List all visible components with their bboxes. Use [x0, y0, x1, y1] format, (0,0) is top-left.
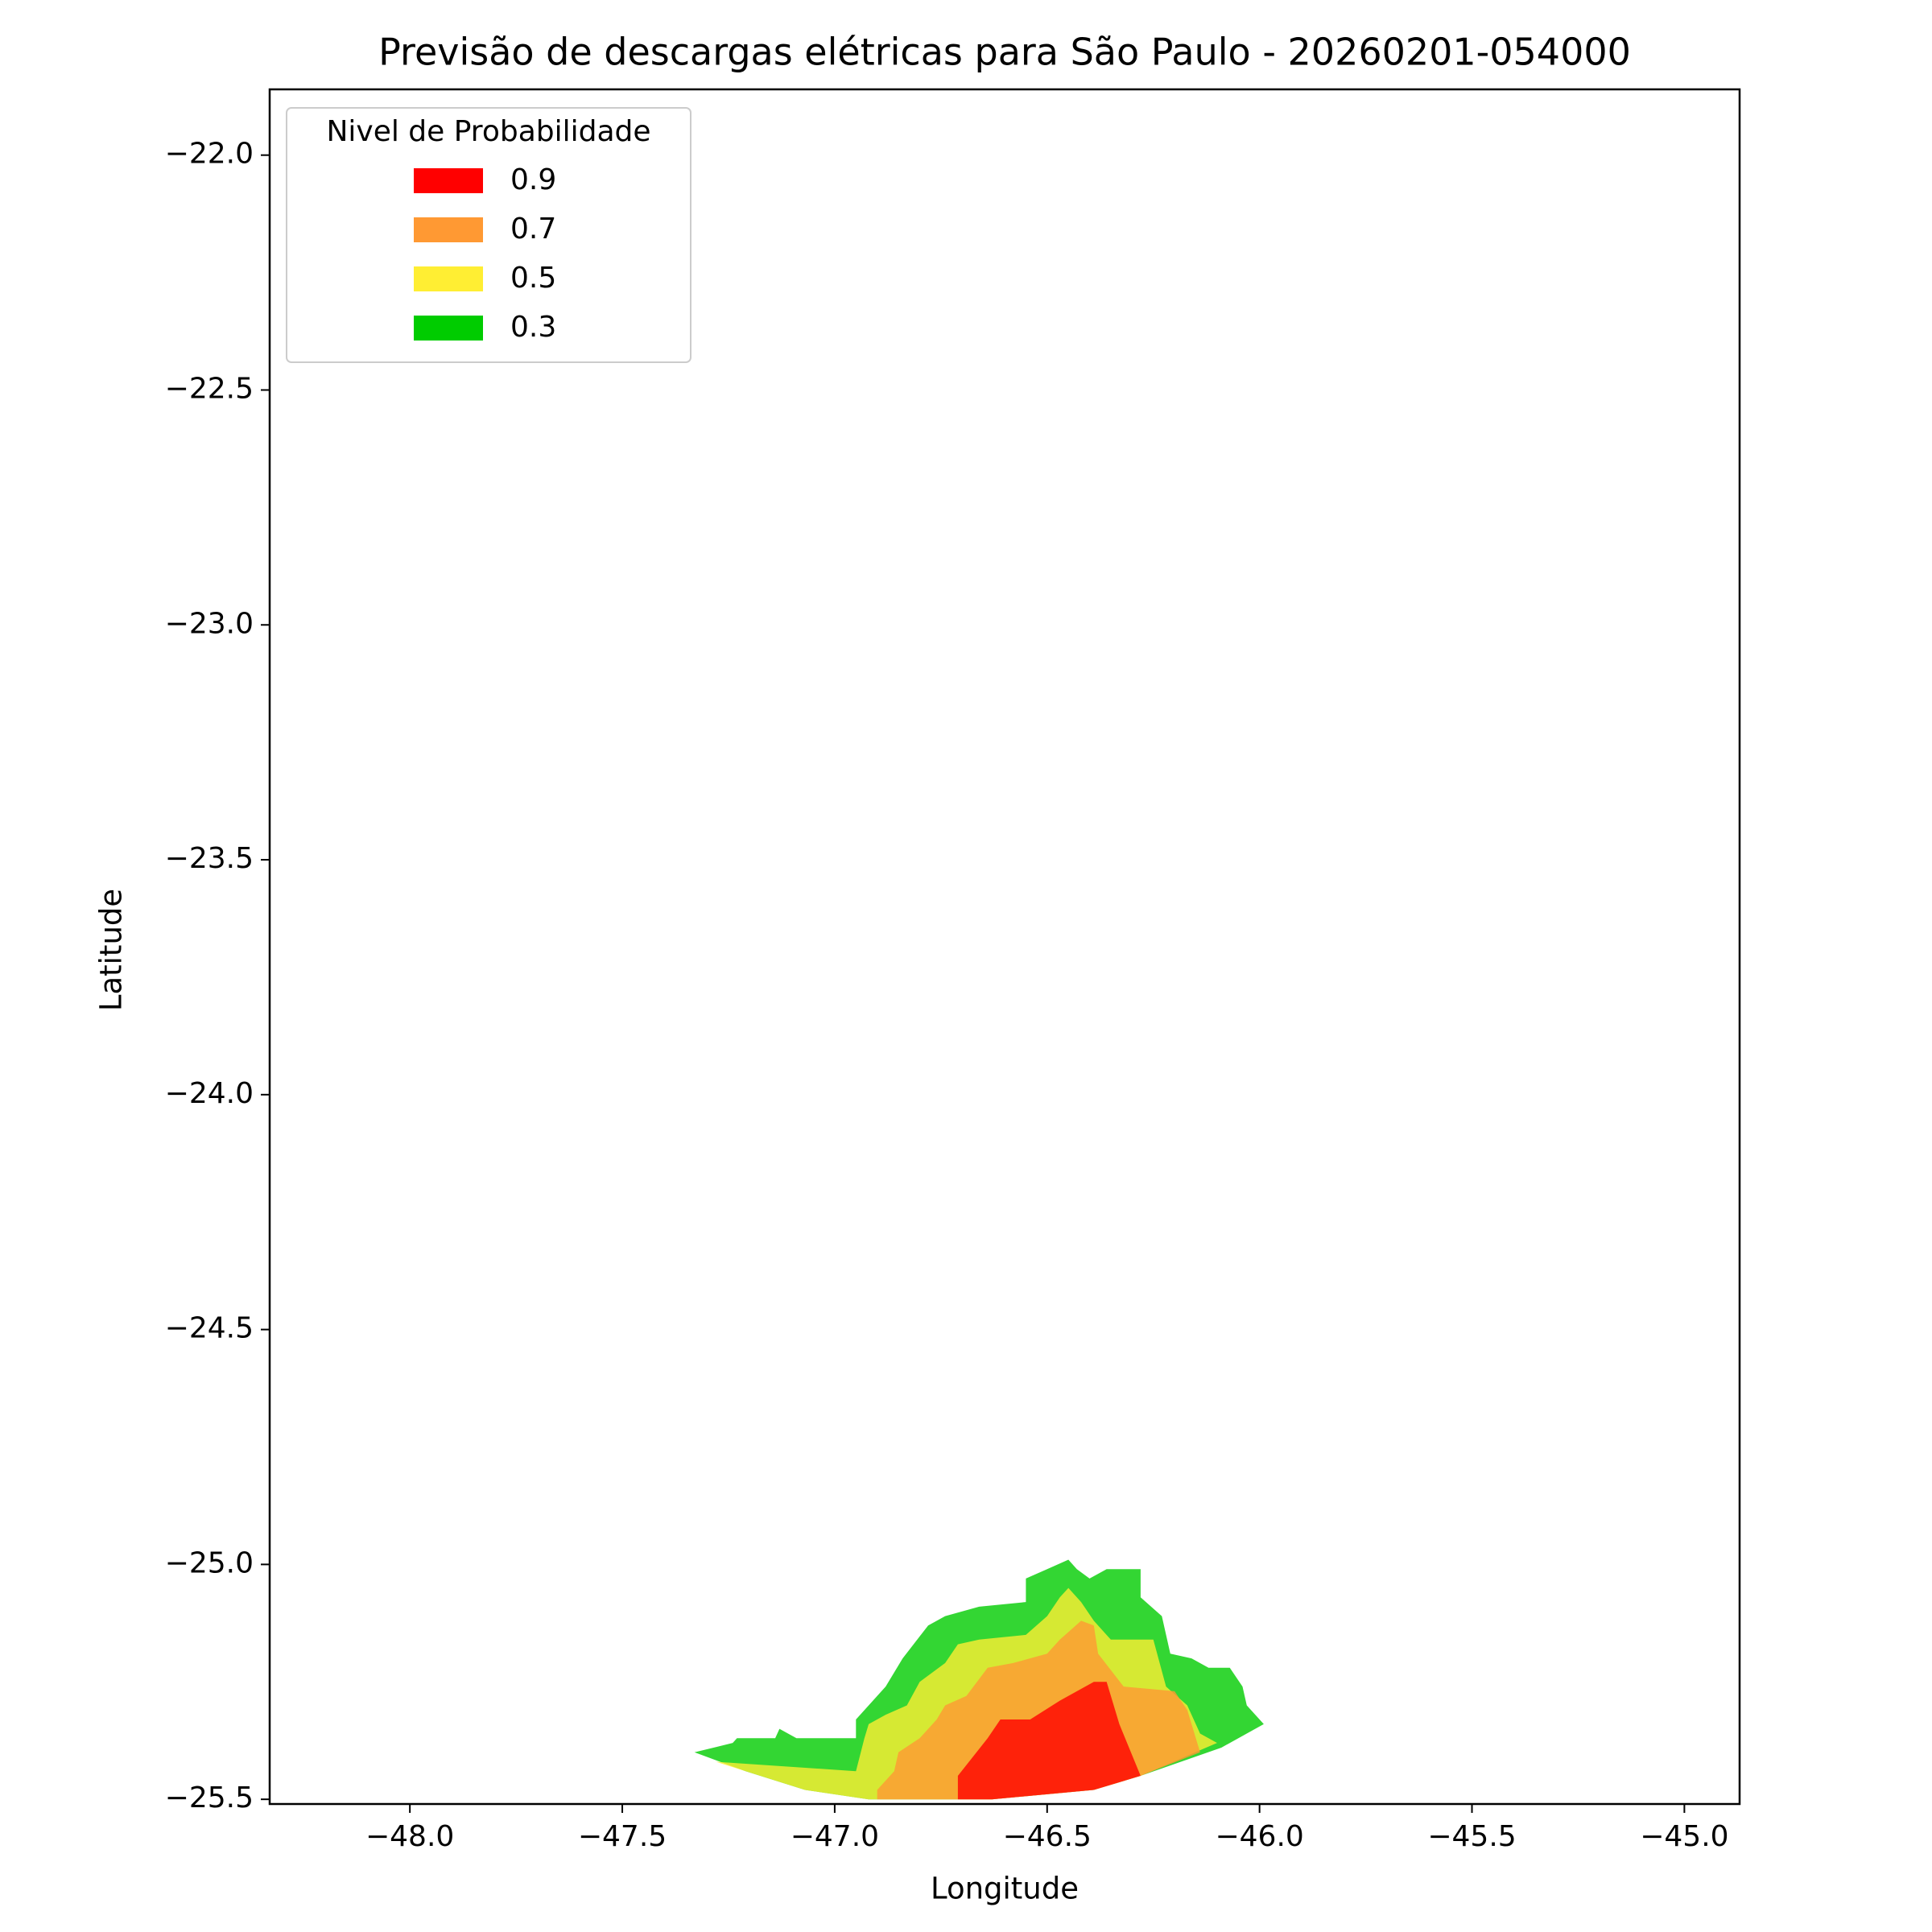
x-axis-label: Longitude — [931, 1872, 1079, 1906]
plot-area: −48.0 −47.5 −47.0 −46.5 −46.0 −45.5 −45.0 −22.0… — [165, 88, 1741, 1853]
x-tick-label: −46.5 — [1003, 1820, 1092, 1853]
y-tick-label: −23.5 — [165, 842, 254, 875]
legend-label: 0.7 — [510, 213, 556, 246]
legend-label: 0.9 — [510, 163, 556, 196]
axes-frame — [268, 88, 1741, 1806]
legend-swatch — [414, 217, 483, 242]
y-tick-label: −23.0 — [165, 607, 254, 640]
legend-frame — [286, 107, 691, 363]
y-tick-label: −22.0 — [165, 138, 254, 171]
x-tick-label: −47.0 — [791, 1820, 879, 1853]
legend-label: 0.5 — [510, 262, 556, 295]
y-tick-label: −25.5 — [165, 1781, 254, 1814]
legend-label: 0.3 — [510, 311, 556, 344]
x-tick-label: −48.0 — [365, 1820, 454, 1853]
legend-swatch — [414, 316, 483, 341]
y-tick-label: −24.5 — [165, 1312, 254, 1345]
y-tick-label: −24.0 — [165, 1077, 254, 1110]
y-axis-label: Latitude — [94, 889, 129, 1011]
legend-swatch — [414, 168, 483, 193]
contour-region — [957, 1682, 1141, 1800]
x-tick-label: −45.0 — [1640, 1820, 1728, 1853]
x-tick-label: −46.0 — [1215, 1820, 1303, 1853]
y-tick-label: −25.0 — [165, 1546, 254, 1579]
legend-swatch — [414, 266, 483, 291]
y-tick-label: −22.5 — [165, 372, 254, 405]
x-tick-label: −45.5 — [1427, 1820, 1516, 1853]
x-tick-label: −47.5 — [578, 1820, 667, 1853]
legend-title: Nivel de Probabilidade — [326, 115, 650, 148]
legend: Nivel de Probabilidade 0.9 0.7 0.5 0.3 — [286, 107, 691, 363]
chart-title: Previsão de descargas elétricas para São… — [378, 31, 1631, 74]
